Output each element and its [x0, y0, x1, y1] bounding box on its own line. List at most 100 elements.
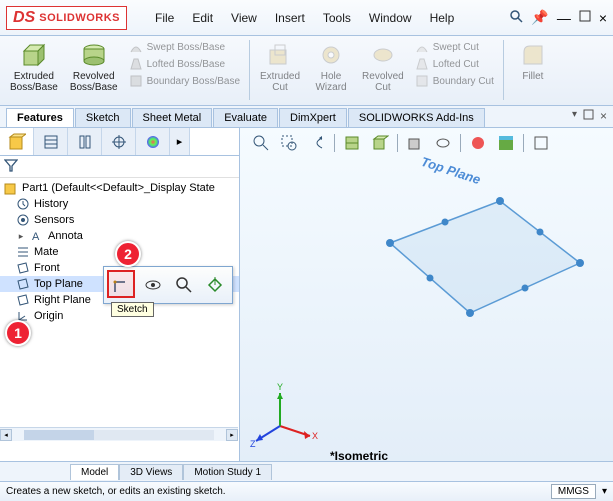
plane-icon: [16, 261, 30, 275]
status-message: Creates a new sketch, or edits an existi…: [6, 486, 226, 497]
tab-sheetmetal[interactable]: Sheet Metal: [132, 108, 213, 127]
menu-edit[interactable]: Edit: [184, 8, 221, 28]
btab-motion[interactable]: Motion Study 1: [183, 464, 272, 480]
command-tabs: Features Sketch Sheet Metal Evaluate Dim…: [0, 106, 613, 128]
axis-triad: X Y Z: [250, 381, 320, 451]
menu-bar: File Edit View Insert Tools Window Help: [147, 8, 462, 28]
status-menu-icon[interactable]: ▾: [602, 486, 607, 497]
callout-1: 1: [5, 320, 31, 346]
tab-sketch[interactable]: Sketch: [75, 108, 131, 127]
menu-window[interactable]: Window: [361, 8, 420, 28]
btab-model[interactable]: Model: [70, 464, 119, 480]
svg-text:X: X: [312, 431, 318, 441]
sketch-tooltip: Sketch: [111, 302, 154, 317]
context-toolbar: [103, 266, 233, 304]
boss-small-group: Swept Boss/Base Lofted Boss/Base Boundar…: [124, 38, 245, 90]
btab-3dviews[interactable]: 3D Views: [119, 464, 183, 480]
context-normal-button[interactable]: [203, 273, 226, 297]
panel-tab-property[interactable]: [34, 128, 68, 155]
menu-insert[interactable]: Insert: [267, 8, 313, 28]
lofted-boss-button: Lofted Boss/Base: [128, 56, 241, 72]
context-sketch-button[interactable]: [110, 273, 133, 297]
panel-tab-dimxpert[interactable]: [102, 128, 136, 155]
filter-bar: [0, 156, 239, 178]
tree-history[interactable]: History: [0, 196, 239, 212]
minimize-icon[interactable]: —: [557, 10, 571, 26]
section-icon[interactable]: [341, 132, 363, 154]
view-toolbar: [250, 132, 603, 154]
window-controls: 📌 — ×: [509, 9, 607, 26]
zoom-fit-icon[interactable]: [250, 132, 272, 154]
workspace: ▸ Part1 (Default<<Default>_Display State…: [0, 128, 613, 481]
panel-tab-feature[interactable]: [0, 128, 34, 155]
tab-window-icon[interactable]: [583, 109, 594, 123]
appearance-icon[interactable]: [467, 132, 489, 154]
menu-tools[interactable]: Tools: [315, 8, 359, 28]
svg-text:Z: Z: [250, 439, 256, 449]
tab-addins[interactable]: SOLIDWORKS Add-Ins: [348, 108, 485, 127]
panel-tab-config[interactable]: [68, 128, 102, 155]
status-bar: Creates a new sketch, or edits an existi…: [0, 481, 613, 501]
bottom-tabs: Model 3D Views Motion Study 1: [0, 461, 613, 481]
feature-tree-panel: ▸ Part1 (Default<<Default>_Display State…: [0, 128, 240, 481]
viewport[interactable]: Top Plane X Y Z *Isometric: [240, 128, 613, 481]
view-orient-icon[interactable]: [369, 132, 391, 154]
menu-view[interactable]: View: [223, 8, 265, 28]
panel-tab-more[interactable]: ▸: [170, 128, 190, 155]
context-show-button[interactable]: [141, 273, 164, 297]
filter-icon[interactable]: [4, 158, 18, 175]
menu-file[interactable]: File: [147, 8, 182, 28]
units-button[interactable]: MMGS: [551, 484, 596, 499]
expand-icon[interactable]: ▸: [16, 231, 26, 242]
revolved-boss-button[interactable]: Revolved Boss/Base: [64, 38, 124, 95]
app-title: SOLIDWORKS: [39, 12, 120, 24]
maximize-icon[interactable]: [579, 10, 591, 25]
swept-boss-button: Swept Boss/Base: [128, 39, 241, 55]
tab-controls: ▾ ×: [572, 109, 607, 123]
panel-tabs: ▸: [0, 128, 239, 156]
ribbon: Extruded Boss/Base Revolved Boss/Base Sw…: [0, 36, 613, 106]
plane-icon: [16, 277, 30, 291]
tree-annotations[interactable]: ▸ A Annota: [0, 228, 239, 244]
close-icon[interactable]: ×: [599, 10, 607, 26]
tab-menu-icon[interactable]: ▾: [572, 109, 577, 123]
hole-wizard-button: Hole Wizard: [306, 38, 356, 95]
menu-help[interactable]: Help: [422, 8, 463, 28]
app-logo: DS SOLIDWORKS: [6, 6, 127, 30]
display-style-icon[interactable]: [404, 132, 426, 154]
fillet-button: Fillet: [508, 38, 558, 84]
scene-icon[interactable]: [495, 132, 517, 154]
lofted-cut-button: Lofted Cut: [414, 56, 495, 72]
scroll-left-icon[interactable]: ◂: [0, 429, 12, 441]
hide-show-icon[interactable]: [432, 132, 454, 154]
settings-icon[interactable]: [530, 132, 552, 154]
top-plane-gizmo[interactable]: [360, 183, 600, 363]
extruded-boss-button[interactable]: Extruded Boss/Base: [4, 38, 64, 95]
history-icon: [16, 197, 30, 211]
scroll-right-icon[interactable]: ▸: [226, 429, 238, 441]
tree-scrollbar[interactable]: ◂ ▸: [0, 427, 238, 441]
part-icon: [4, 181, 18, 195]
zoom-area-icon[interactable]: [278, 132, 300, 154]
tab-features[interactable]: Features: [6, 108, 74, 127]
boundary-cut-button: Boundary Cut: [414, 73, 495, 89]
svg-text:Y: Y: [277, 382, 283, 392]
panel-tab-appearance[interactable]: [136, 128, 170, 155]
tab-dimxpert[interactable]: DimXpert: [279, 108, 347, 127]
prev-view-icon[interactable]: [306, 132, 328, 154]
cut-small-group: Swept Cut Lofted Cut Boundary Cut: [410, 38, 499, 90]
tab-evaluate[interactable]: Evaluate: [213, 108, 278, 127]
sensors-icon: [16, 213, 30, 227]
extruded-cut-button: Extruded Cut: [254, 38, 306, 95]
search-icon[interactable]: [509, 9, 523, 26]
title-bar: DS SOLIDWORKS File Edit View Insert Tool…: [0, 0, 613, 36]
tree-sensors[interactable]: Sensors: [0, 212, 239, 228]
tree-root[interactable]: Part1 (Default<<Default>_Display State: [0, 180, 239, 196]
swept-cut-button: Swept Cut: [414, 39, 495, 55]
svg-text:A: A: [32, 231, 40, 243]
pin-icon[interactable]: 📌: [531, 9, 548, 26]
tab-close-icon[interactable]: ×: [600, 109, 607, 123]
context-zoom-button[interactable]: [172, 273, 195, 297]
boundary-boss-button: Boundary Boss/Base: [128, 73, 241, 89]
revolved-cut-button: Revolved Cut: [356, 38, 410, 95]
